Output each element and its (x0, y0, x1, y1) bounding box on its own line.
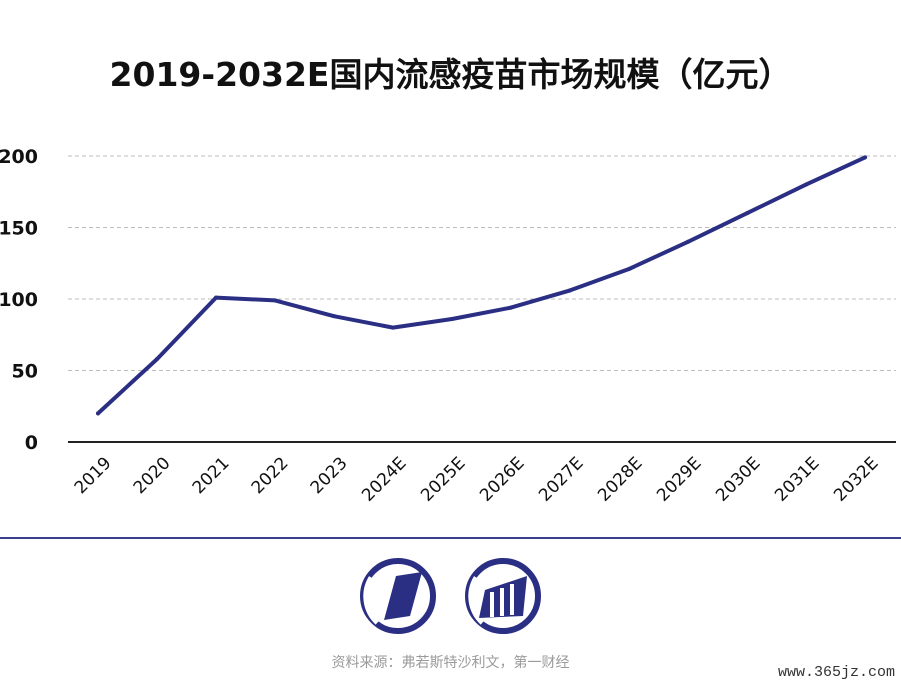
x-tick-label: 2026E (476, 453, 528, 505)
data-point (686, 239, 690, 244)
y-tick-label: 150 (0, 218, 38, 240)
x-tick-label: 2030E (712, 453, 764, 505)
series-line (96, 155, 867, 416)
data-point (804, 182, 808, 187)
x-tick-label: 2022 (248, 453, 293, 498)
y-tick-label: 200 (0, 146, 38, 168)
source-note: 资料来源：弗若斯特沙利文，第一财经 (331, 655, 570, 671)
data-point (745, 211, 749, 216)
x-tick-label: 2024E (358, 453, 410, 505)
data-point (627, 266, 631, 271)
data-point (863, 155, 867, 160)
chart-title: 2019-2032E国内流感疫苗市场规模（亿元） (109, 55, 792, 94)
data-point (568, 288, 572, 293)
x-tick-label: 2032E (830, 453, 882, 505)
data-point (450, 317, 454, 322)
x-tick-label: 2021 (189, 453, 234, 498)
x-tick-label: 2019 (71, 453, 116, 498)
x-tick-label: 2029E (653, 453, 705, 505)
data-point (96, 411, 100, 416)
x-tick-label: 2027E (535, 453, 587, 505)
data-point (273, 298, 277, 303)
x-tick-label: 2020 (130, 453, 175, 498)
y-tick-label: 100 (0, 289, 38, 311)
x-tick-label: 2025E (417, 453, 469, 505)
x-tick-label: 2023 (307, 453, 352, 498)
data-point (214, 295, 218, 300)
watermark: www.365jz.com (777, 664, 895, 681)
parallelogram-logo-icon (360, 558, 436, 634)
footer-divider (0, 537, 901, 539)
y-tick-label: 0 (25, 432, 38, 454)
data-point (509, 305, 513, 310)
x-tick-label: 2031E (771, 453, 823, 505)
y-tick-label: 50 (12, 361, 38, 383)
data-point (155, 357, 159, 362)
x-tick-label: 2028E (594, 453, 646, 505)
data-point (391, 325, 395, 330)
data-point (332, 314, 336, 319)
columns-logo-icon (465, 558, 541, 634)
